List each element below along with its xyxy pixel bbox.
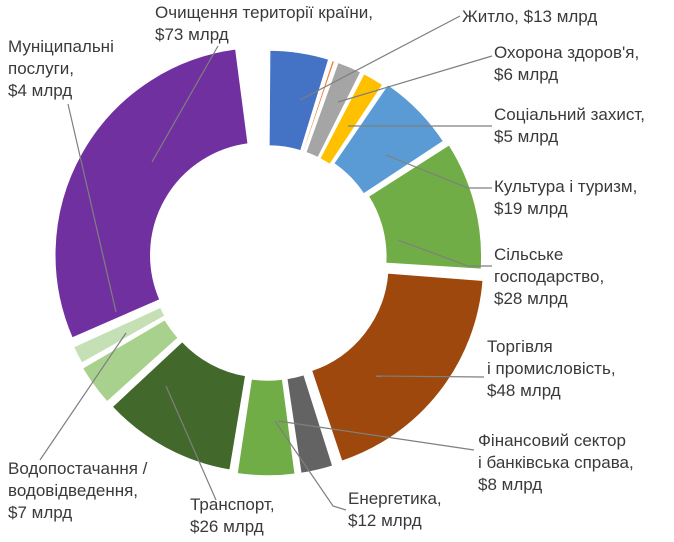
data-label-okhorona: Охорона здоров'я, $6 млрд	[494, 42, 639, 86]
slice-5	[332, 83, 445, 196]
data-label-line: і промисловість,	[487, 359, 616, 378]
data-label-line: $4 млрд	[8, 81, 73, 100]
data-label-line: $19 млрд	[494, 199, 568, 218]
data-label-line: $7 млрд	[8, 503, 73, 522]
data-label-line: Водопостачання /	[8, 459, 148, 478]
data-label-line: Очищення території країни,	[155, 3, 373, 22]
data-label-line: водовідведення,	[8, 481, 139, 500]
leader-line-group	[39, 15, 493, 511]
data-label-transport: Транспорт, $26 млрд	[190, 494, 275, 538]
data-label-ochyshchennia: Очищення території країни, $73 млрд	[155, 2, 373, 46]
data-label-line: $26 млрд	[190, 517, 264, 536]
data-label-line: Торгівля	[487, 337, 553, 356]
leader-line-munitsypalni	[67, 103, 117, 313]
leader-line-transport	[165, 385, 217, 501]
slice-8	[285, 373, 334, 475]
data-label-zhytlo: Житло, $13 млрд	[462, 6, 597, 28]
data-label-line: $28 млрд	[494, 289, 568, 308]
data-label-line: Енергетика,	[348, 489, 442, 508]
data-label-line: Сільське	[494, 245, 564, 264]
slice-group	[54, 47, 485, 477]
data-label-line: послуги,	[8, 59, 74, 78]
slice-4	[318, 72, 384, 166]
data-label-line: Муніципальні	[8, 37, 114, 56]
data-label-enerhetyka: Енергетика, $12 млрд	[348, 488, 442, 532]
slice-9	[236, 377, 297, 477]
data-label-line: Соціальний захист,	[494, 105, 645, 124]
data-label-sotsialnyi: Соціальний захист, $5 млрд	[494, 104, 645, 148]
leader-line-torhivlia	[375, 375, 485, 378]
data-label-line: Житло, $13 млрд	[462, 7, 598, 26]
data-label-line: $73 млрд	[155, 25, 229, 44]
slice-12	[72, 306, 167, 365]
data-label-finansovyi: Фінансовий сектор і банківська справа, $8 …	[478, 430, 634, 496]
data-label-line: $12 млрд	[348, 511, 422, 530]
slice-7	[310, 272, 485, 463]
data-label-line: і банківська справа,	[478, 453, 634, 472]
leader-line-okhorona	[337, 55, 493, 103]
data-label-line: господарство,	[494, 267, 605, 286]
slice-2	[301, 59, 336, 153]
data-label-line: $8 млрд	[478, 475, 543, 494]
data-label-vodopostachannia: Водопостачання / водовідведення, $7 млрд	[8, 458, 147, 524]
slice-11	[81, 318, 180, 404]
data-label-silske: Сільське господарство, $28 млрд	[494, 244, 604, 310]
data-label-line: $6 млрд	[494, 65, 559, 84]
data-label-line: Транспорт,	[190, 495, 275, 514]
slice-3	[304, 61, 362, 159]
data-label-line: $5 млрд	[494, 127, 559, 146]
data-label-line: Охорона здоров'я,	[494, 43, 640, 62]
data-label-line: $48 млрд	[487, 381, 561, 400]
leader-line-ochyshchennia	[151, 45, 219, 163]
slice-1	[268, 49, 330, 152]
slice-6	[367, 143, 483, 271]
leader-line-finansovyi	[277, 420, 475, 451]
data-label-munitsypalni: Муніципальні послуги, $4 млрд	[8, 36, 114, 102]
leader-line-kultura	[385, 154, 492, 189]
data-label-torhivlia: Торгівля і промисловість, $48 млрд	[487, 336, 616, 402]
data-label-line: Культура і туризм,	[494, 177, 638, 196]
leader-line-vodopostachannia	[39, 332, 127, 461]
slice-10	[110, 340, 247, 472]
leader-line-enerhetyka	[274, 420, 347, 511]
leader-line-silske	[397, 239, 492, 267]
slice-13	[54, 47, 250, 340]
leader-line-zhytlo	[299, 15, 461, 101]
data-label-kultura: Культура і туризм, $19 млрд	[494, 176, 637, 220]
data-label-line: Фінансовий сектор	[478, 431, 626, 450]
